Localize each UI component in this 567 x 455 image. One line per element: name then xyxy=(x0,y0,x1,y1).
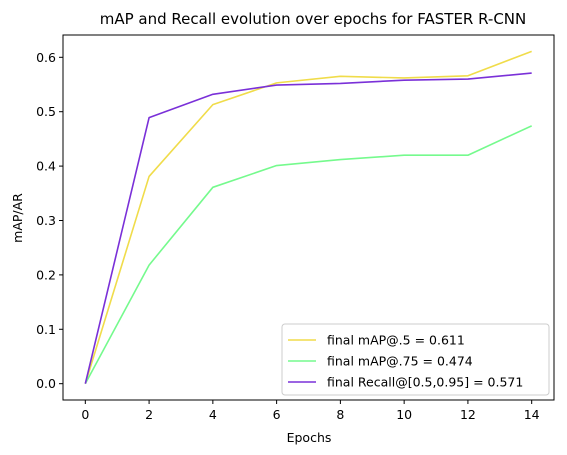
y-tick-label: 0.4 xyxy=(36,159,56,174)
y-tick-label: 0.5 xyxy=(36,104,56,119)
legend-box xyxy=(281,323,550,396)
x-ticks: 0 2 4 6 8 10 12 14 xyxy=(81,400,540,422)
x-tick-label: 4 xyxy=(209,407,217,422)
plot-lines xyxy=(84,50,533,385)
legend-entries: final mAP@.5 = 0.611 final mAP@.75 = 0.47… xyxy=(288,333,523,390)
series-line-3 xyxy=(84,72,532,384)
legend: final mAP@.5 = 0.611 final mAP@.75 = 0.47… xyxy=(281,323,550,396)
y-ticks: 0.0 0.1 0.2 0.3 0.4 0.5 0.6 xyxy=(36,50,63,391)
x-tick-label: 14 xyxy=(524,407,540,422)
y-tick-label: 0.0 xyxy=(36,376,56,391)
legend-label: final mAP@.5 = 0.611 xyxy=(327,333,465,348)
x-tick-label: 8 xyxy=(336,407,344,422)
x-tick-label: 10 xyxy=(396,407,412,422)
y-tick-label: 0.3 xyxy=(36,213,56,228)
series-line-2 xyxy=(84,125,533,385)
legend-label: final mAP@.75 = 0.474 xyxy=(327,354,473,369)
chart-title: mAP and Recall evolution over epochs for… xyxy=(100,10,527,28)
x-tick-label: 12 xyxy=(460,407,476,422)
x-tick-label: 2 xyxy=(145,407,153,422)
series-line-1 xyxy=(84,50,532,384)
y-tick-label: 0.6 xyxy=(36,50,56,65)
x-axis-label: Epochs xyxy=(287,430,332,445)
axes-frame xyxy=(62,34,555,401)
y-tick-label: 0.1 xyxy=(36,322,56,337)
x-tick-label: 6 xyxy=(273,407,281,422)
y-axis-label: mAP/AR xyxy=(10,193,25,243)
y-tick-label: 0.2 xyxy=(36,267,56,282)
x-tick-label: 0 xyxy=(81,407,89,422)
legend-label: final Recall@[0.5,0.95] = 0.571 xyxy=(327,375,523,390)
